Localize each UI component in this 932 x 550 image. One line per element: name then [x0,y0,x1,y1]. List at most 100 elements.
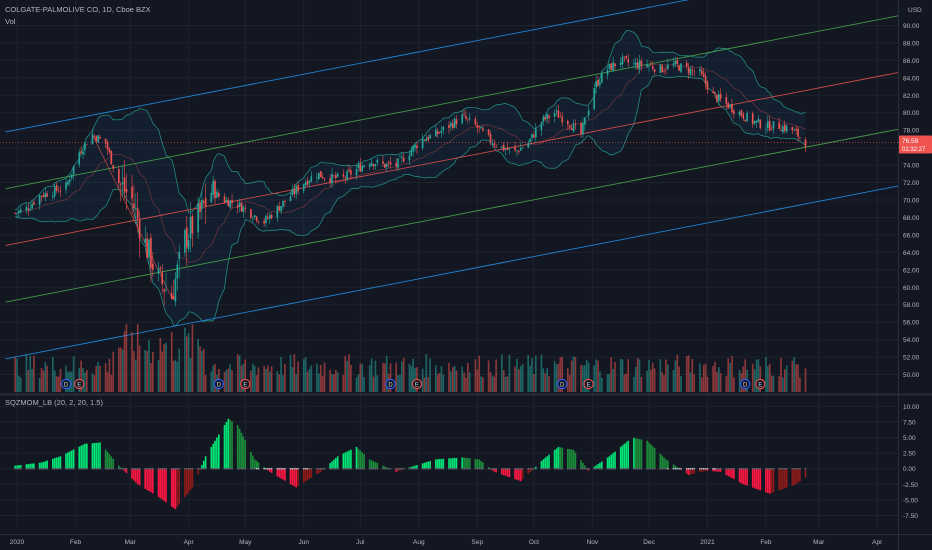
indicator-tick-label: 10.00 [903,404,920,411]
squeeze-dot [593,467,596,470]
squeeze-dot [687,467,690,470]
momentum-bar [595,465,597,469]
squeeze-dot [178,467,181,470]
squeeze-dot [157,467,160,470]
candle-body [651,66,654,69]
volume-bar [269,371,271,392]
candle-body [663,70,665,72]
momentum-bar [619,446,622,469]
candle-body [267,217,269,219]
momentum-bar [465,457,467,469]
countdown-value: 01:32:27 [902,147,926,153]
momentum-bar [425,462,428,469]
volume-bar [136,324,139,392]
squeeze-dot [731,467,733,470]
time-tick-label: Jul [356,539,365,546]
squeeze-dot [17,467,20,470]
volume-bar [316,363,318,392]
candle-body [478,126,481,128]
candle-body [18,210,20,214]
momentum-bar [399,468,401,471]
volume-bar [685,356,688,392]
earnings-marker [583,378,594,390]
volume-bar [755,359,758,392]
candle-body [606,69,609,75]
momentum-bar [297,468,299,487]
momentum-bar [357,448,360,469]
candle-body [372,164,375,167]
price-axis[interactable]: 90.0088.0086.0084.0082.0080.0078.0076.00… [899,23,932,379]
volume-bar [257,367,260,392]
candle-body [412,146,414,152]
volume-bar [395,362,398,392]
squeeze-dot [804,467,807,470]
squeeze-dot [331,467,333,470]
candle-body [282,200,284,207]
momentum-bar [574,452,577,469]
squeeze-dot [583,467,586,470]
momentum-bar [667,460,669,469]
candle-body [727,102,730,109]
volume-bar [278,374,281,392]
volume-bar [693,374,696,392]
momentum-bar [521,468,524,480]
price-tick-label: 64.00 [903,250,920,257]
volume-bar [704,363,707,392]
candle-body [487,129,490,135]
momentum-bar [553,450,556,469]
momentum-bar [767,468,769,493]
candle-body [742,114,745,119]
volume-bar [376,375,379,392]
volume-bar [804,368,807,392]
squeeze-dot [529,467,532,470]
volume-bar [333,374,335,392]
momentum-bar [291,468,294,486]
candle-body [44,192,47,198]
momentum-bar [689,468,692,475]
momentum-bar [514,468,516,480]
momentum-bar [146,468,148,490]
volume-bar [648,359,650,392]
momentum-bar [33,463,35,469]
candle-body [716,94,718,102]
momentum-bar [768,468,771,494]
volume-bar [389,363,392,392]
candle-body [318,172,320,180]
volume-bar [55,376,58,392]
candle-body [491,143,494,145]
volume-bar [310,365,313,392]
candle-body [521,147,524,149]
volume-bar [514,366,516,392]
event-marker-label: D [388,382,393,388]
volume-bar [225,369,228,392]
candle-body [793,129,796,131]
candle-body [482,128,484,131]
time-axis[interactable]: 2020 Feb Mar Apr May Jun Jul Aug Sep Oct Nov Dec 202… [10,539,883,546]
momentum-bar [755,468,758,489]
volume-bar [489,371,492,392]
momentum-bar [546,456,548,469]
squeeze-dot [317,467,320,470]
volume-bar [455,370,458,392]
squeeze-dot [634,467,637,470]
volume-bar [606,374,609,392]
volume-bar [533,374,535,392]
momentum-bar [570,449,573,469]
candle-body [518,151,520,153]
squeeze-dot [295,467,298,470]
squeeze-dot [355,467,358,470]
squeeze-dot [44,467,47,470]
squeeze-dot [544,467,547,470]
candle-body [516,150,518,152]
candle-body [476,125,479,128]
volume-bar [242,363,245,392]
indicator-tick-label: -7.50 [903,513,918,520]
squeeze-dot [16,467,18,470]
squeeze-dot [719,467,722,470]
candle-body [785,126,788,132]
momentum-bar [186,468,188,495]
squeeze-dot [189,467,192,470]
volume-bar [795,364,797,392]
